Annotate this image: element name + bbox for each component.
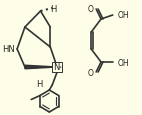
- Text: N: N: [53, 63, 59, 72]
- Text: *: *: [59, 65, 62, 70]
- Polygon shape: [25, 66, 57, 69]
- Text: O: O: [87, 69, 93, 78]
- Text: H: H: [50, 4, 56, 13]
- Bar: [52, 62, 62, 72]
- Text: HN: HN: [2, 45, 15, 54]
- Text: OH: OH: [118, 58, 129, 67]
- Text: OH: OH: [118, 11, 129, 20]
- Text: H: H: [36, 80, 43, 89]
- Text: O: O: [87, 4, 93, 13]
